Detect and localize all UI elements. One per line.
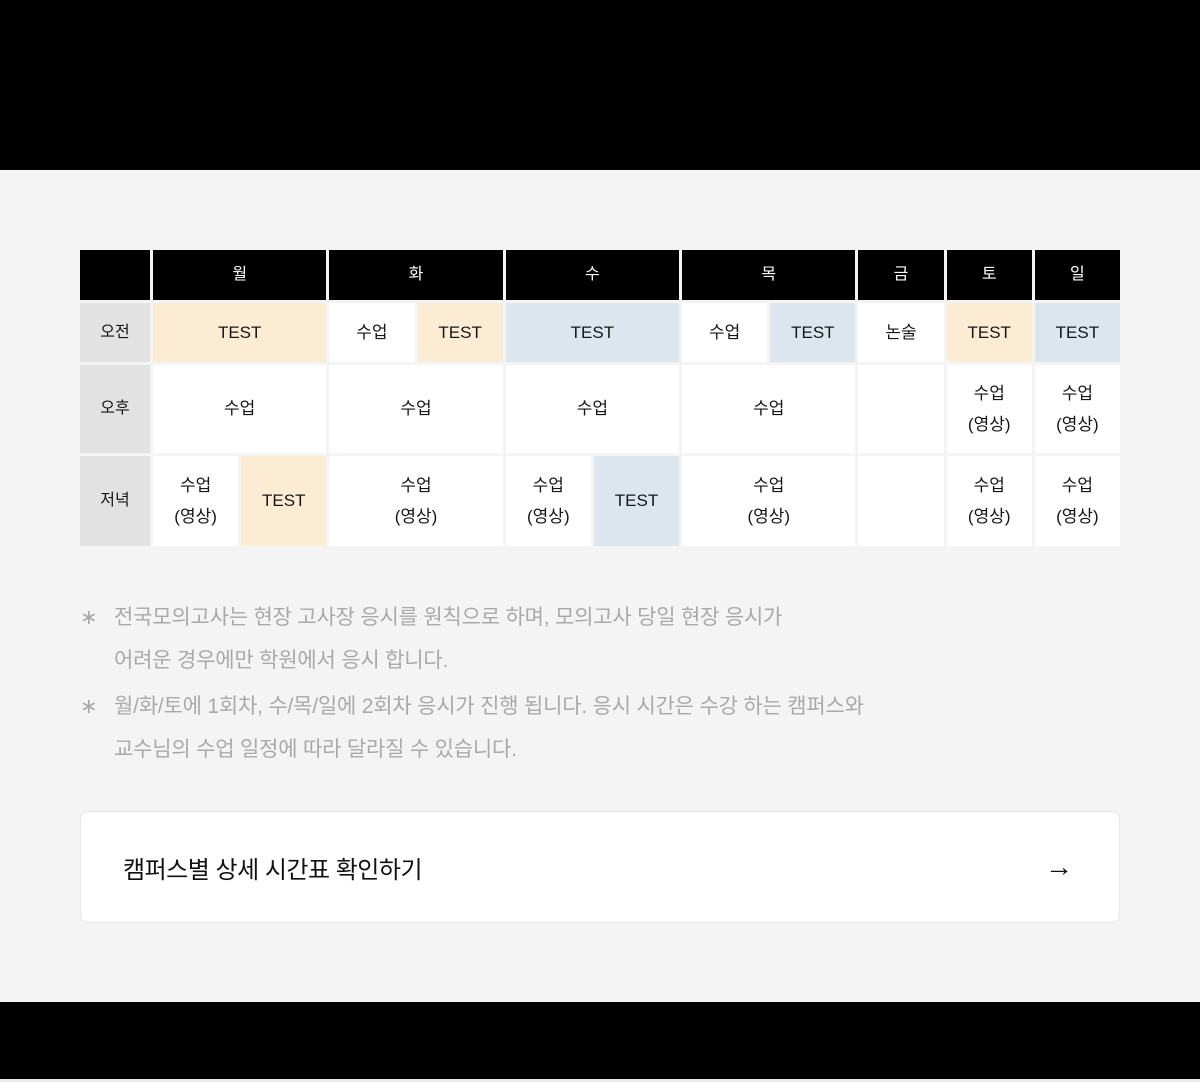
- footnote-text: 전국모의고사는 현장 고사장 응시를 원칙으로 하며, 모의고사 당일 현장 응…: [114, 606, 783, 672]
- cell-evening-fri: [858, 456, 944, 546]
- cell-evening-sun: 수업 (영상): [1034, 456, 1120, 546]
- campus-timetable-button-label: 캠퍼스별 상세 시간표 확인하기: [123, 856, 423, 884]
- cell-afternoon-sat: 수업 (영상): [946, 365, 1032, 453]
- footnote-exam-location: ∗ 전국모의고사는 현장 고사장 응시를 원칙으로 하며, 모의고사 당일 현장…: [80, 596, 1120, 682]
- cell-afternoon-sun: 수업 (영상): [1034, 365, 1120, 453]
- cell-afternoon-fri: [858, 365, 944, 453]
- arrow-right-icon: →: [1045, 851, 1073, 882]
- cell-morning-wed: TEST: [505, 303, 680, 362]
- footnotes: ∗ 전국모의고사는 현장 고사장 응시를 원칙으로 하며, 모의고사 당일 현장…: [80, 596, 1120, 771]
- cell-morning-sun: TEST: [1034, 303, 1120, 362]
- weekly-timetable: 월 화 수 목 금 토 일 오전 TEST 수업 TEST TEST 수업 TE…: [80, 250, 1120, 546]
- cell-morning-fri: 논술: [858, 303, 944, 362]
- day-header-mon: 월: [153, 250, 327, 300]
- top-black-band: [0, 0, 1200, 170]
- cell-evening-mon-2: TEST: [241, 456, 327, 546]
- cell-morning-tue-1: 수업: [329, 303, 415, 362]
- campus-timetable-button[interactable]: 캠퍼스별 상세 시간표 확인하기 →: [80, 811, 1120, 923]
- cell-morning-sat: TEST: [946, 303, 1032, 362]
- cell-evening-wed-2: TEST: [593, 456, 680, 546]
- day-header-thu: 목: [682, 250, 856, 300]
- cell-afternoon-wed: 수업: [505, 365, 680, 453]
- day-header-tue: 화: [329, 250, 503, 300]
- cell-afternoon-thu: 수업: [682, 365, 856, 453]
- bottom-black-band: [0, 1002, 1200, 1079]
- cell-morning-mon: TEST: [153, 303, 327, 362]
- day-header-fri: 금: [858, 250, 944, 300]
- cell-afternoon-mon: 수업: [153, 365, 327, 453]
- row-label-afternoon: 오후: [80, 365, 150, 453]
- cell-evening-thu: 수업 (영상): [682, 456, 856, 546]
- cell-evening-tue: 수업 (영상): [329, 456, 503, 546]
- day-header-sun: 일: [1034, 250, 1120, 300]
- cell-morning-thu-1: 수업: [682, 303, 768, 362]
- cell-afternoon-tue: 수업: [329, 365, 503, 453]
- cell-morning-thu-2: TEST: [770, 303, 856, 362]
- timetable-section: 월 화 수 목 금 토 일 오전 TEST 수업 TEST TEST 수업 TE…: [0, 170, 1200, 1002]
- cell-evening-wed-1: 수업 (영상): [505, 456, 591, 546]
- row-label-morning: 오전: [80, 303, 150, 362]
- cell-evening-mon-1: 수업 (영상): [153, 456, 239, 546]
- footnote-text: 월/화/토에 1회차, 수/목/일에 2회차 응시가 진행 됩니다. 응시 시간…: [114, 695, 864, 761]
- footnote-exam-rounds: ∗ 월/화/토에 1회차, 수/목/일에 2회차 응시가 진행 됩니다. 응시 …: [80, 685, 1120, 771]
- cell-morning-tue-2: TEST: [417, 303, 503, 362]
- bottom-edge-strip: [0, 1079, 1200, 1082]
- day-header-sat: 토: [946, 250, 1032, 300]
- cell-evening-sat: 수업 (영상): [946, 456, 1032, 546]
- asterisk-icon: ∗: [80, 606, 98, 629]
- asterisk-icon: ∗: [80, 695, 98, 718]
- day-header-wed: 수: [505, 250, 680, 300]
- corner-cell: [80, 250, 150, 300]
- row-label-evening: 저녁: [80, 456, 150, 546]
